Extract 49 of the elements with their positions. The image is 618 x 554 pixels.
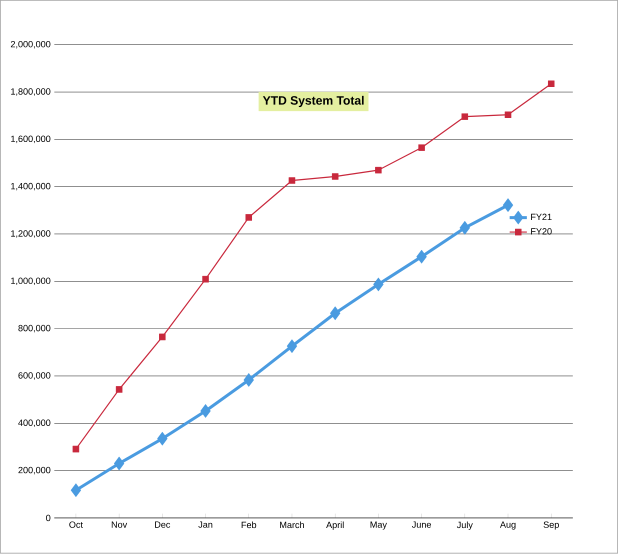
x-tick-label: Aug — [500, 522, 516, 530]
point — [288, 177, 296, 184]
point — [159, 334, 166, 340]
point — [70, 484, 82, 498]
y-tick-label: 0 — [46, 514, 50, 522]
text: YTD System Total — [262, 96, 364, 108]
y-tick-label: 2,000,000 — [10, 41, 50, 49]
x-tick-label: Feb — [242, 522, 256, 528]
point — [286, 340, 298, 354]
point — [373, 278, 384, 292]
point — [244, 373, 254, 387]
point — [332, 173, 338, 180]
x-tick-label: May — [370, 522, 387, 530]
y-tick-label: 1,600,000 — [11, 136, 50, 144]
point — [202, 276, 209, 283]
x-tick-label: Nov — [112, 522, 128, 528]
legend-label: FY20 — [531, 228, 552, 235]
x-tick-label: April — [326, 522, 344, 530]
y-tick-label: 1,400,000 — [11, 183, 50, 191]
y-tick-label: 1,000,000 — [11, 278, 50, 286]
x-tick-label: Oct — [69, 522, 83, 528]
x-tick-label: Jan — [198, 522, 212, 528]
x-tick-label: July — [456, 522, 473, 530]
point — [418, 144, 425, 152]
point — [504, 112, 512, 118]
point — [245, 214, 252, 221]
point — [114, 456, 124, 471]
point — [200, 404, 211, 418]
y-tick-label: 800,000 — [18, 325, 50, 333]
legend-label: FY21 — [531, 214, 552, 220]
y-tick-label: 1,200,000 — [11, 230, 50, 238]
point — [116, 386, 122, 393]
point — [462, 114, 468, 120]
point — [330, 306, 340, 320]
point — [502, 198, 514, 212]
y-tick-label: 1,800,000 — [11, 88, 50, 96]
point — [460, 221, 470, 235]
x-tick-label: Dec — [155, 522, 170, 528]
x-tick-label: Sep — [544, 522, 559, 530]
point — [375, 167, 382, 174]
y-tick-label: 400,000 — [18, 420, 50, 428]
point — [157, 432, 168, 446]
y-tick-label: 200,000 — [18, 467, 50, 475]
point — [72, 446, 80, 453]
point — [548, 80, 555, 88]
point — [416, 250, 427, 264]
x-tick-label: June — [412, 522, 432, 528]
y-tick-label: 600,000 — [18, 372, 50, 380]
x-tick-label: March — [280, 522, 304, 528]
